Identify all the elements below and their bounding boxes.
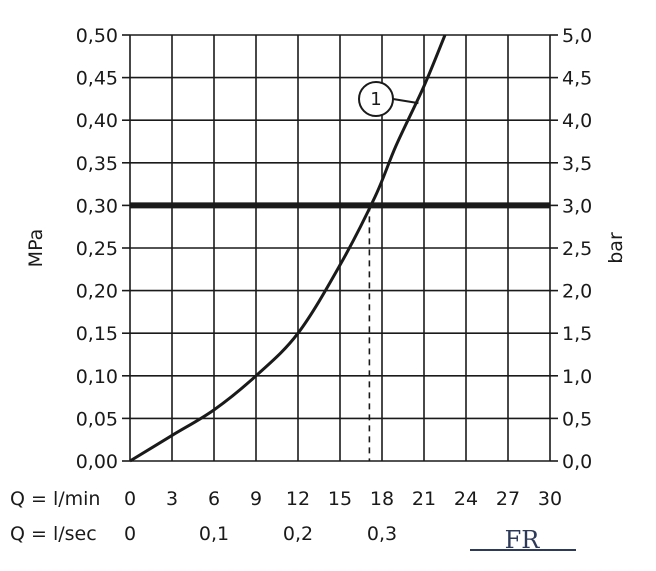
callout-leader-line: [392, 98, 419, 105]
left-tick-label: 0,00: [76, 451, 118, 473]
x-axis-lsec-ticks: 0 0,1 0,2 0,3: [124, 523, 397, 545]
left-tick-label: 0,20: [76, 281, 118, 303]
x-lmin-tick-label: 24: [454, 488, 478, 510]
left-tick-label: 0,35: [76, 153, 118, 175]
grid: [122, 34, 558, 462]
x-lmin-tick-label: 27: [496, 488, 520, 510]
x-axis-lsec-prefix: Q = l/sec: [10, 523, 97, 545]
left-tick-label: 0,25: [76, 238, 118, 260]
callout-label: 1: [370, 89, 381, 110]
series-callout: 1: [358, 81, 419, 117]
x-lmin-tick-label: 9: [250, 488, 262, 510]
left-axis-ticks: 0,00 0,05 0,10 0,15 0,20 0,25 0,30 0,35 0,40 0,45…: [76, 25, 118, 473]
brand-logo: FR: [470, 526, 576, 554]
x-axis-lmin-ticks: 0 3 6 9 12 15 18 21 24 27 30: [124, 488, 562, 510]
x-lmin-tick-label: 15: [328, 488, 352, 510]
y-right-axis-title: bar: [605, 232, 627, 264]
right-tick-label: 3,5: [562, 153, 592, 175]
left-tick-label: 0,40: [76, 110, 118, 132]
callout-circle: [358, 81, 394, 117]
right-tick-label: 4,5: [562, 68, 592, 90]
right-tick-label: 0,0: [562, 451, 592, 473]
right-tick-label: 1,0: [562, 366, 592, 388]
right-tick-label: 2,0: [562, 281, 592, 303]
x-lmin-tick-label: 21: [412, 488, 436, 510]
left-tick-label: 0,10: [76, 366, 118, 388]
y-left-axis-title: MPa: [25, 229, 47, 268]
curve-layer: [129, 34, 447, 463]
left-tick-label: 0,15: [76, 323, 118, 345]
x-lsec-tick-label: 0: [124, 523, 136, 545]
reference-layer: [130, 202, 550, 461]
x-lsec-tick-label: 0,1: [199, 523, 229, 545]
x-lsec-tick-label: 0,2: [283, 523, 313, 545]
left-tick-label: 0,30: [76, 195, 118, 217]
left-tick-label: 0,05: [76, 408, 118, 430]
right-axis-ticks: 0,0 0,5 1,0 1,5 2,0 2,5 3,0 3,5 4,0 4,5 5,0: [562, 25, 592, 473]
x-lmin-tick-label: 18: [370, 488, 394, 510]
series-1-line: [129, 34, 447, 463]
x-lmin-tick-label: 30: [538, 488, 562, 510]
right-tick-label: 1,5: [562, 323, 592, 345]
x-lsec-tick-label: 0,3: [367, 523, 397, 545]
x-axis-lmin-prefix: Q = l/min: [10, 488, 100, 510]
x-lmin-tick-label: 3: [166, 488, 178, 510]
right-tick-label: 2,5: [562, 238, 592, 260]
left-tick-label: 0,45: [76, 68, 118, 90]
right-tick-label: 4,0: [562, 110, 592, 132]
left-tick-label: 0,50: [76, 25, 118, 47]
x-lmin-tick-label: 0: [124, 488, 136, 510]
right-tick-label: 5,0: [562, 25, 592, 47]
x-lmin-tick-label: 12: [286, 488, 310, 510]
right-tick-label: 0,5: [562, 408, 592, 430]
right-tick-label: 3,0: [562, 195, 592, 217]
x-lmin-tick-label: 6: [208, 488, 220, 510]
